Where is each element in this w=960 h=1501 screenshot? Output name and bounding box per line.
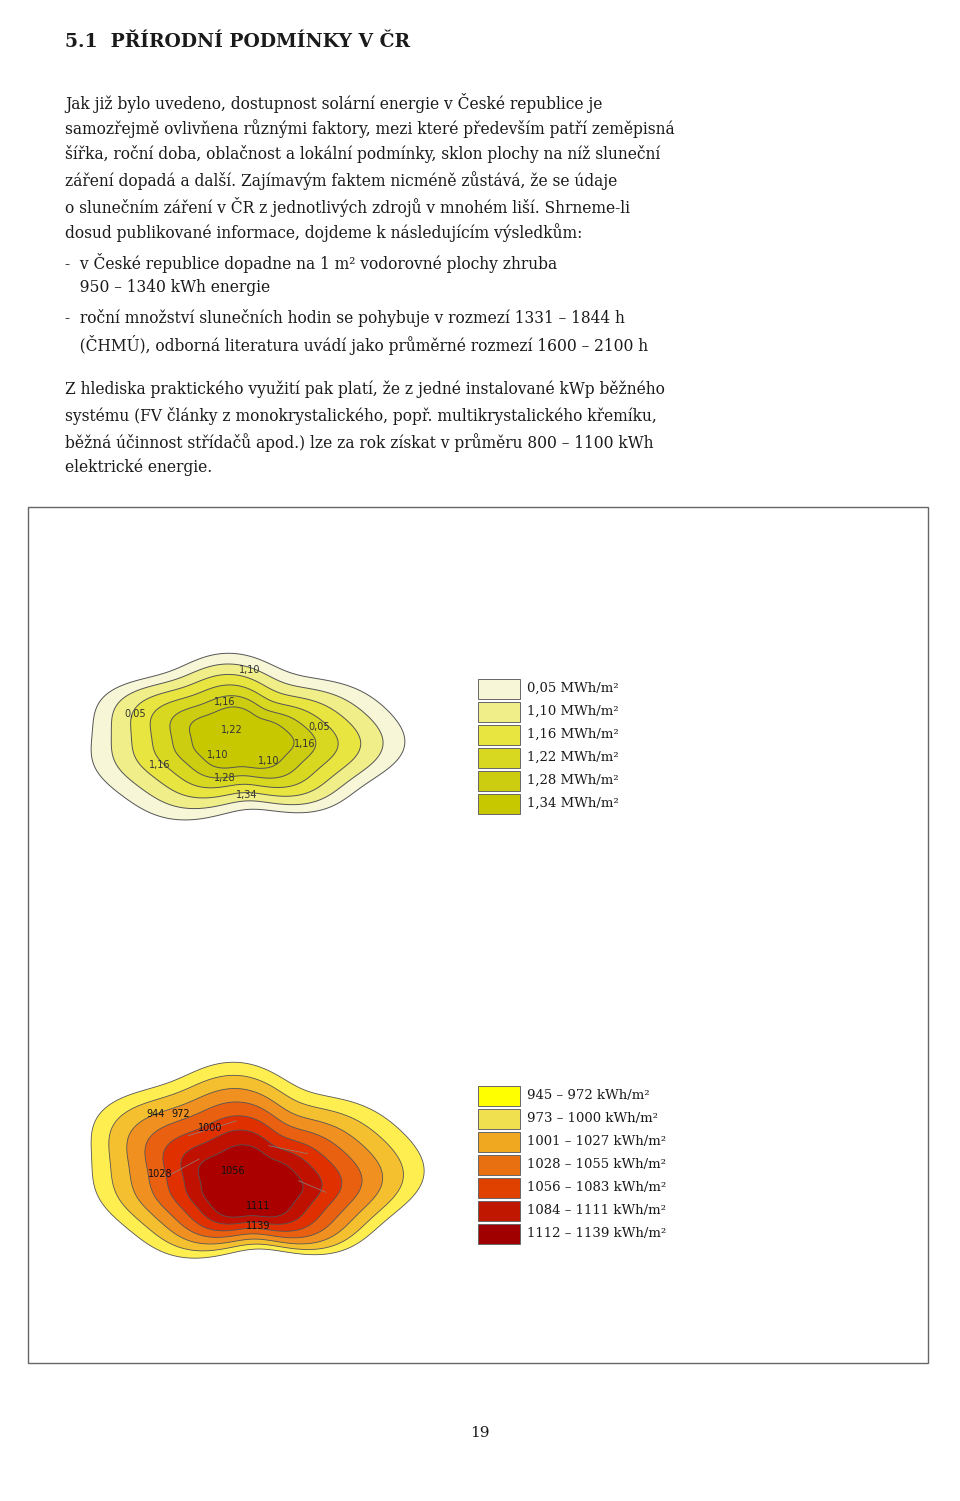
Polygon shape xyxy=(127,1088,383,1244)
Bar xyxy=(478,725,520,744)
Text: záření dopadá a další. Zajímavým faktem nicméně zůstává, že se údaje: záření dopadá a další. Zajímavým faktem … xyxy=(65,171,617,191)
Text: 1056: 1056 xyxy=(221,1166,246,1175)
Text: 0,05: 0,05 xyxy=(308,722,330,732)
Bar xyxy=(478,1201,520,1220)
Text: 1,10: 1,10 xyxy=(239,665,260,675)
Text: 19: 19 xyxy=(470,1426,490,1439)
Text: 1112 – 1139 kWh/m²: 1112 – 1139 kWh/m² xyxy=(527,1228,666,1240)
Bar xyxy=(478,794,520,814)
Text: systému (FV články z monokrystalického, popř. multikrystalického křemíku,: systému (FV články z monokrystalického, … xyxy=(65,407,657,425)
Text: 1056 – 1083 kWh/m²: 1056 – 1083 kWh/m² xyxy=(527,1181,666,1195)
Text: 1,22: 1,22 xyxy=(222,725,243,734)
Text: 1000: 1000 xyxy=(198,1123,222,1133)
Text: běžná účinnost střídačů apod.) lze za rok získat v průměru 800 – 1100 kWh: běžná účinnost střídačů apod.) lze za ro… xyxy=(65,432,654,452)
Text: 1,10: 1,10 xyxy=(207,750,228,760)
Text: 1,16 MWh/m²: 1,16 MWh/m² xyxy=(527,728,619,741)
Text: šířka, roční doba, oblačnost a lokální podmínky, sklon plochy na níž sluneční: šířka, roční doba, oblačnost a lokální p… xyxy=(65,146,660,164)
Text: 5.1  PŘÍRODNÍ PODMÍNKY V ČR: 5.1 PŘÍRODNÍ PODMÍNKY V ČR xyxy=(65,33,410,51)
Bar xyxy=(478,770,520,791)
Text: 0,05: 0,05 xyxy=(124,710,146,719)
Bar xyxy=(28,507,928,1363)
Text: 1,28: 1,28 xyxy=(214,773,236,784)
Text: 1139: 1139 xyxy=(246,1220,270,1231)
Polygon shape xyxy=(150,684,338,788)
Text: 1,10: 1,10 xyxy=(257,757,279,766)
Text: 0,05 MWh/m²: 0,05 MWh/m² xyxy=(527,681,618,695)
Bar xyxy=(478,701,520,722)
Text: 944: 944 xyxy=(146,1109,165,1118)
Polygon shape xyxy=(189,707,294,769)
Polygon shape xyxy=(131,674,361,799)
Text: 1028 – 1055 kWh/m²: 1028 – 1055 kWh/m² xyxy=(527,1159,666,1171)
Bar xyxy=(478,1178,520,1198)
Text: 1,16: 1,16 xyxy=(214,696,236,707)
Bar xyxy=(478,1132,520,1151)
Polygon shape xyxy=(91,653,405,820)
Text: 1,34: 1,34 xyxy=(236,790,257,800)
Text: 1,22 MWh/m²: 1,22 MWh/m² xyxy=(527,750,618,764)
Bar xyxy=(478,1085,520,1106)
Text: 1028: 1028 xyxy=(148,1169,173,1178)
Bar xyxy=(478,1154,520,1175)
Text: 1,16: 1,16 xyxy=(149,761,171,770)
Text: (ČHMÚ), odborná literatura uvádí jako průměrné rozmezí 1600 – 2100 h: (ČHMÚ), odborná literatura uvádí jako pr… xyxy=(65,335,648,356)
Polygon shape xyxy=(199,1145,303,1217)
Text: 1111: 1111 xyxy=(246,1201,270,1211)
Text: Jak již bylo uvedeno, dostupnost solární energie v České republice je: Jak již bylo uvedeno, dostupnost solární… xyxy=(65,93,602,113)
Text: 973 – 1000 kWh/m²: 973 – 1000 kWh/m² xyxy=(527,1112,658,1126)
Text: 1,34 MWh/m²: 1,34 MWh/m² xyxy=(527,797,619,811)
Text: 945 – 972 kWh/m²: 945 – 972 kWh/m² xyxy=(527,1090,650,1102)
Text: 972: 972 xyxy=(171,1109,190,1118)
Polygon shape xyxy=(111,663,383,809)
Text: 1001 – 1027 kWh/m²: 1001 – 1027 kWh/m² xyxy=(527,1135,666,1148)
Text: 1,28 MWh/m²: 1,28 MWh/m² xyxy=(527,775,618,787)
Text: -  roční množství slunečních hodin se pohybuje v rozmezí 1331 – 1844 h: - roční množství slunečních hodin se poh… xyxy=(65,309,625,327)
Text: 950 – 1340 kWh energie: 950 – 1340 kWh energie xyxy=(65,279,270,296)
Polygon shape xyxy=(108,1075,403,1250)
Text: Z hlediska praktického využití pak platí, že z jedné instalované kWp běžného: Z hlediska praktického využití pak platí… xyxy=(65,381,665,398)
Polygon shape xyxy=(145,1102,362,1238)
Bar xyxy=(478,678,520,698)
Text: 1084 – 1111 kWh/m²: 1084 – 1111 kWh/m² xyxy=(527,1204,666,1217)
Bar xyxy=(478,1223,520,1244)
Polygon shape xyxy=(180,1130,323,1225)
Text: dosud publikované informace, dojdeme k následujícím výsledkům:: dosud publikované informace, dojdeme k n… xyxy=(65,224,583,242)
Text: o slunečním záření v ČR z jednotlivých zdrojů v mnohém liší. Shrneme-li: o slunečním záření v ČR z jednotlivých z… xyxy=(65,197,630,218)
Bar xyxy=(478,747,520,767)
Polygon shape xyxy=(163,1115,342,1231)
Polygon shape xyxy=(91,1063,424,1258)
Bar xyxy=(478,1109,520,1129)
Text: -  v České republice dopadne na 1 m² vodorovné plochy zhruba: - v České republice dopadne na 1 m² vodo… xyxy=(65,254,557,273)
Text: 1,16: 1,16 xyxy=(294,738,316,749)
Polygon shape xyxy=(170,695,316,778)
Text: elektrické energie.: elektrické energie. xyxy=(65,459,212,476)
Text: 1,10 MWh/m²: 1,10 MWh/m² xyxy=(527,705,618,717)
Text: samozřejmě ovlivňena různými faktory, mezi které především patří zeměpisná: samozřejmě ovlivňena různými faktory, me… xyxy=(65,119,675,138)
